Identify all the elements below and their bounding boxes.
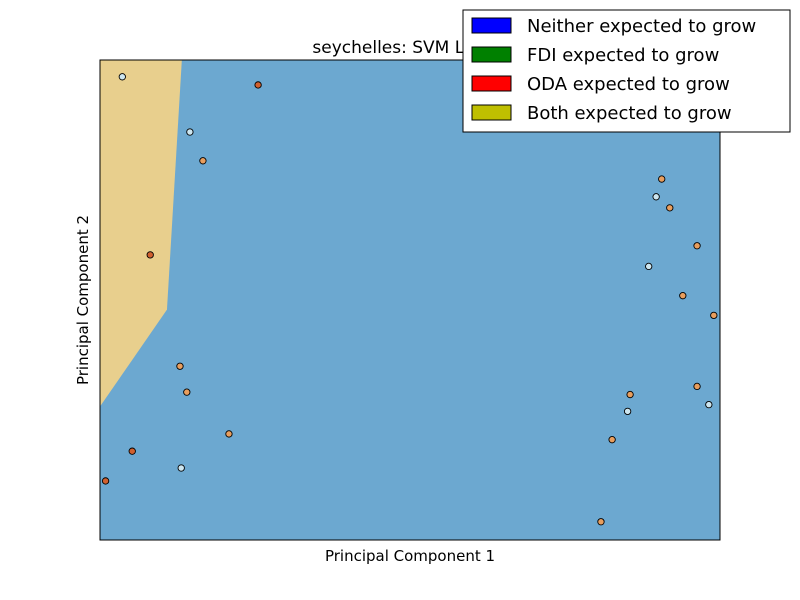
data-point: [652, 193, 660, 201]
data-point: [128, 447, 136, 455]
data-point: [608, 436, 616, 444]
legend-swatch: [471, 104, 512, 121]
data-point: [199, 157, 207, 165]
data-point: [623, 407, 632, 416]
legend-swatch: [471, 75, 512, 92]
data-point: [705, 400, 713, 409]
data-point: [186, 128, 194, 136]
legend-label: FDI expected to grow: [527, 45, 719, 66]
chart-title: seychelles: SVM Linear: [312, 38, 507, 58]
data-point: [597, 518, 605, 526]
legend-label: ODA expected to grow: [527, 74, 730, 95]
data-point: [176, 362, 184, 370]
y-axis-label: Principal Component 2: [74, 215, 92, 385]
legend-swatch: [471, 17, 512, 34]
plot-frame: [99, 59, 721, 541]
legend-box: [462, 9, 791, 133]
data-point: [693, 242, 701, 250]
scatter-points: [101, 73, 718, 526]
data-point: [118, 73, 126, 81]
data-point: [666, 204, 674, 212]
data-point: [177, 464, 185, 472]
data-point: [645, 262, 653, 271]
region-both: [100, 60, 182, 407]
legend-label: Neither expected to grow: [527, 16, 756, 37]
data-point: [225, 430, 233, 438]
legend-swatch: [471, 46, 512, 63]
x-axis-label: Principal Component 1: [325, 547, 495, 565]
data-point: [626, 390, 634, 399]
data-point: [146, 251, 154, 259]
data-point: [101, 477, 110, 485]
data-point: [254, 81, 262, 89]
legend-label: Both expected to grow: [527, 103, 732, 124]
data-point: [679, 292, 687, 300]
data-point: [658, 175, 666, 183]
data-point: [710, 311, 718, 320]
region-neither: [100, 60, 720, 540]
data-point: [693, 382, 701, 391]
data-point: [183, 388, 191, 396]
legend: Neither expected to grow FDI expected to …: [462, 9, 791, 133]
